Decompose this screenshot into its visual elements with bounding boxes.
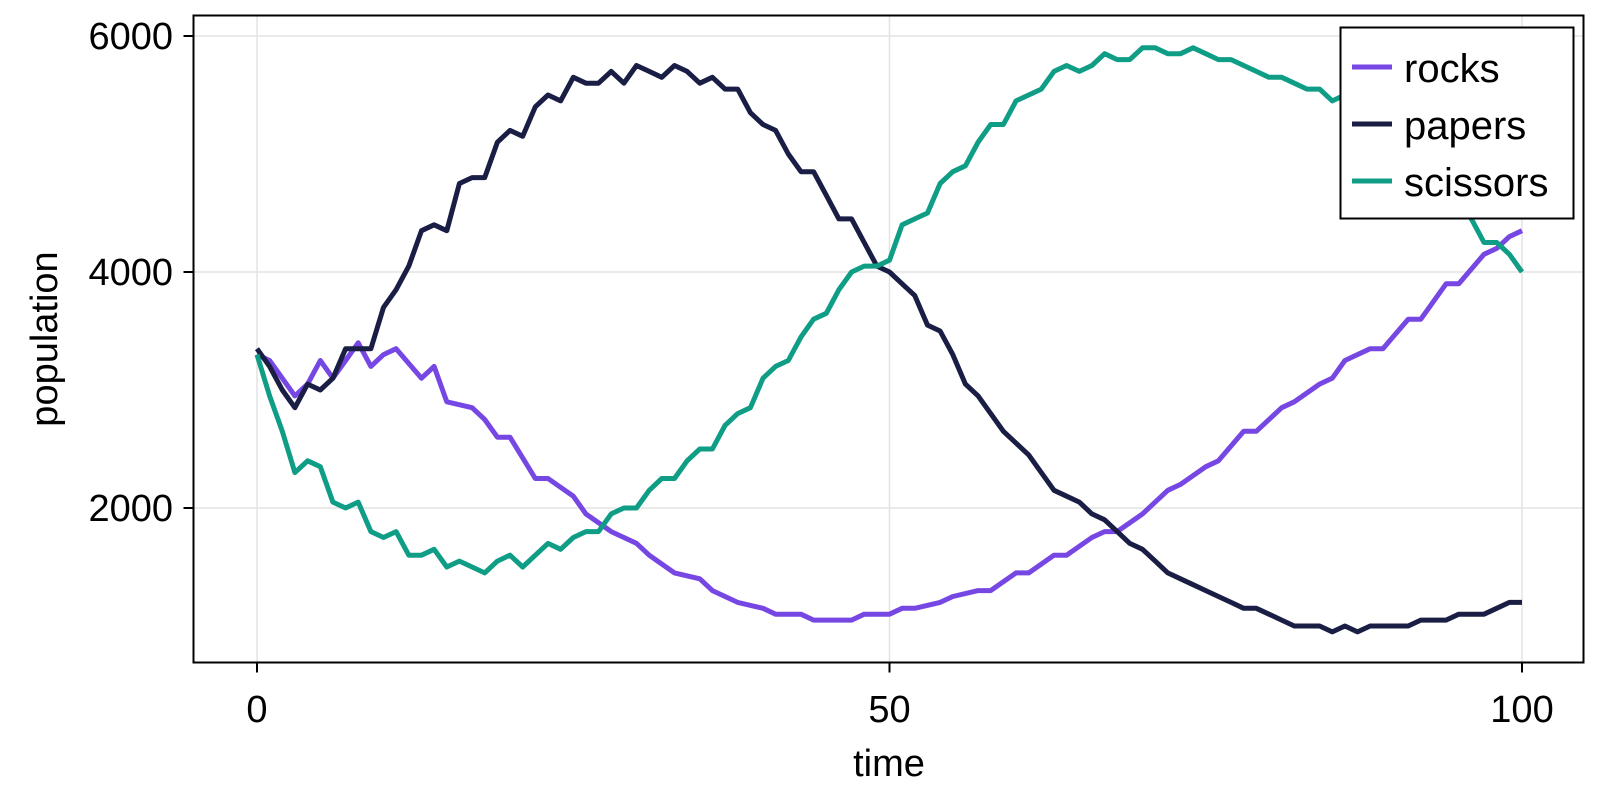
series-line-papers bbox=[254, 63, 1522, 635]
x-tick-labels: 0 50 100 bbox=[246, 689, 1553, 731]
series-line-rocks bbox=[255, 228, 1524, 623]
legend: rocks papers scissors bbox=[1339, 26, 1575, 220]
series-lines bbox=[254, 45, 1525, 635]
y-tick-labels: 2000 4000 6000 bbox=[88, 16, 173, 530]
x-tick-label: 100 bbox=[1490, 689, 1553, 731]
x-tick-label: 50 bbox=[868, 689, 910, 731]
y-axis-label: population bbox=[24, 251, 66, 426]
legend-label-scissors: scissors bbox=[1404, 161, 1548, 205]
x-axis-label: time bbox=[853, 743, 925, 785]
y-tick-label: 6000 bbox=[88, 16, 173, 58]
legend-label-papers: papers bbox=[1404, 104, 1526, 148]
x-tick-label: 0 bbox=[246, 689, 267, 731]
legend-label-rocks: rocks bbox=[1404, 47, 1500, 91]
y-tick-label: 2000 bbox=[88, 488, 173, 530]
y-tick-label: 4000 bbox=[88, 252, 173, 294]
series-line-scissors bbox=[254, 45, 1525, 576]
axis-ticks bbox=[183, 35, 1523, 673]
